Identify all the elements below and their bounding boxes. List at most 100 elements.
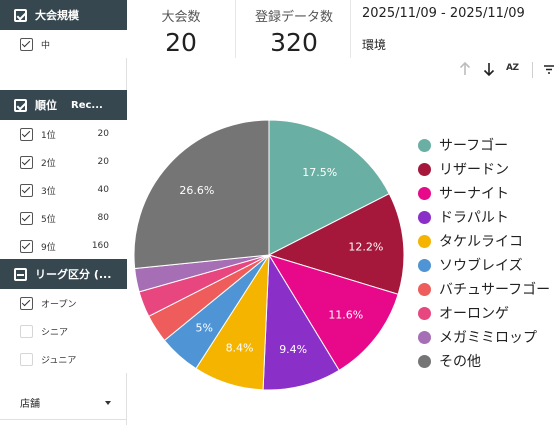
filter-option-senior[interactable]: シニア <box>0 317 127 345</box>
filter-option-junior[interactable]: ジュニア <box>0 345 127 373</box>
checkbox[interactable] <box>20 296 33 310</box>
legend-item[interactable]: バチュサーフゴー <box>418 277 550 301</box>
legend-item[interactable]: ドラパルト <box>418 205 550 229</box>
arrow-up-icon[interactable] <box>458 61 472 77</box>
option-label: 中 <box>41 40 51 51</box>
filter-option-rank-9[interactable]: 9位 160 <box>0 232 127 260</box>
option-label: 5位 <box>41 214 56 225</box>
legend-label: メガミミロップ <box>439 330 537 346</box>
legend-item[interactable]: ソウブレイズ <box>418 253 550 277</box>
filter-option-rank-2[interactable]: 2位 20 <box>0 148 127 176</box>
select-all-checkbox[interactable] <box>14 267 27 281</box>
filter-option-rank-5[interactable]: 5位 80 <box>0 204 127 232</box>
scorecard-value: 20 <box>165 28 197 57</box>
pie-slice-2[interactable] <box>267 254 399 372</box>
league-filter: リーグ区分 (... オープン シニア ジュニア <box>0 259 127 373</box>
pie-slice-3[interactable] <box>262 253 340 391</box>
chart-legend: サーフゴーリザードンサーナイトドラパルトタケルライコ ソウブレイズバチュサーフゴー… <box>418 133 550 373</box>
legend-swatch <box>418 354 431 368</box>
option-label: 2位 <box>41 158 56 169</box>
option-count: 40 <box>97 185 109 195</box>
pie-slice-label: 26.6% <box>179 184 214 197</box>
filter-option-rank-1[interactable]: 1位 20 <box>0 120 127 148</box>
pie-slice-1[interactable] <box>267 193 405 295</box>
filter-option-rank-3[interactable]: 3位 40 <box>0 176 127 204</box>
checkbox[interactable] <box>20 324 33 338</box>
legend-item[interactable]: リザードン <box>418 157 550 181</box>
legend-label: その他 <box>439 354 481 370</box>
legend-swatch <box>418 162 431 176</box>
sort-az-icon[interactable]: AZ <box>506 63 519 73</box>
checkbox[interactable] <box>20 37 33 51</box>
legend-item[interactable]: サーナイト <box>418 181 550 205</box>
pie-slice-0[interactable] <box>268 119 390 256</box>
store-dropdown[interactable]: 店舗 <box>0 386 127 420</box>
checkbox[interactable] <box>20 211 33 225</box>
filter-sidebar: 大会規模 中 順位 Rec... 1位 20 2位 20 3位 40 <box>0 0 127 425</box>
legend-label: ソウブレイズ <box>439 258 523 274</box>
league-filter-title: リーグ区分 (... <box>35 268 112 281</box>
legend-label: サーフゴー <box>439 138 509 154</box>
record-count-column: Rec... <box>71 99 103 111</box>
pie-chart: 17.5% 12.2% 11.6% 9.4% 8.4% 5% 26.6% <box>133 119 405 391</box>
legend-item[interactable]: オーロンゲ <box>418 301 550 325</box>
checkbox[interactable] <box>20 239 33 253</box>
filter-option-medium[interactable]: 中 <box>0 30 127 58</box>
legend-swatch <box>418 258 431 272</box>
pie-slice-label: 17.5% <box>302 166 337 179</box>
legend-swatch <box>418 282 431 296</box>
option-label: 1位 <box>41 130 56 141</box>
divider <box>235 0 236 58</box>
rank-filter: 順位 Rec... 1位 20 2位 20 3位 40 5位 80 9位 160 <box>0 90 127 260</box>
pie-slice-label: 9.4% <box>279 343 307 356</box>
legend-label: タケルライコ <box>439 234 523 250</box>
legend-swatch <box>418 306 431 320</box>
checkbox[interactable] <box>20 183 33 197</box>
option-label: オープン <box>41 299 77 310</box>
select-all-checkbox[interactable] <box>14 98 27 112</box>
chevron-down-icon <box>105 401 111 405</box>
scale-filter-header[interactable]: 大会規模 <box>0 0 127 30</box>
select-all-checkbox[interactable] <box>14 8 27 22</box>
legend-item[interactable]: その他 <box>418 349 550 373</box>
arrow-down-icon[interactable] <box>482 61 496 77</box>
scorecard-tournament-count: 大会数 20 <box>136 0 226 57</box>
legend-swatch <box>418 138 431 152</box>
option-label: ジュニア <box>41 355 77 366</box>
environment-label: 環境 <box>362 38 387 52</box>
option-count: 20 <box>97 129 109 139</box>
checkbox[interactable] <box>20 155 33 169</box>
pie-slice-label: 11.6% <box>328 309 363 322</box>
scorecard-value: 320 <box>270 28 318 57</box>
checkbox[interactable] <box>20 352 33 366</box>
store-dropdown-label: 店舗 <box>20 399 40 410</box>
divider <box>350 0 351 58</box>
legend-item[interactable]: メガミミロップ <box>418 325 550 349</box>
filter-option-open[interactable]: オープン <box>0 289 127 317</box>
legend-label: リザードン <box>439 162 509 178</box>
filter-icon[interactable] <box>542 61 556 77</box>
league-filter-header[interactable]: リーグ区分 (... <box>0 259 127 289</box>
legend-label: サーナイト <box>439 186 509 202</box>
scorecard-record-count: 登録データ数 320 <box>240 0 348 57</box>
scale-filter-title: 大会規模 <box>35 9 79 22</box>
legend-swatch <box>418 186 431 200</box>
toolbar-divider <box>532 62 533 78</box>
rank-filter-title: 順位 <box>35 99 57 112</box>
scorecard-label: 登録データ数 <box>254 10 333 25</box>
pie-slice-9[interactable] <box>133 119 270 270</box>
legend-swatch <box>418 330 431 344</box>
pie-slice-label: 8.4% <box>226 342 254 355</box>
legend-item[interactable]: サーフゴー <box>418 133 550 157</box>
pie-slice-label: 12.2% <box>348 240 383 253</box>
option-count: 160 <box>91 241 109 251</box>
checkbox[interactable] <box>20 127 33 141</box>
pie-slice-label: 5% <box>196 322 213 335</box>
scale-filter: 大会規模 中 <box>0 0 127 58</box>
date-range-control[interactable]: 2025/11/09 - 2025/11/09 <box>362 6 525 21</box>
option-label: シニア <box>41 327 69 338</box>
scorecard-label: 大会数 <box>161 10 201 25</box>
rank-filter-header[interactable]: 順位 Rec... <box>0 90 127 120</box>
option-count: 20 <box>97 157 109 167</box>
legend-item[interactable]: タケルライコ <box>418 229 550 253</box>
